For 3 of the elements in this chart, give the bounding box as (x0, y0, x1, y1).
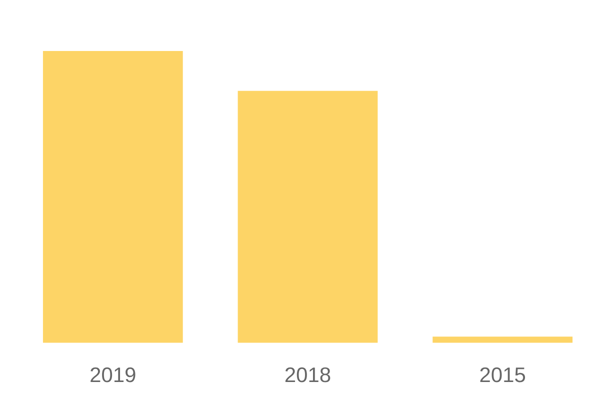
x-tick-label: 2018 (285, 368, 330, 382)
x-tick-label: 2015 (480, 368, 526, 382)
x-tick-label: 2019 (90, 368, 136, 382)
